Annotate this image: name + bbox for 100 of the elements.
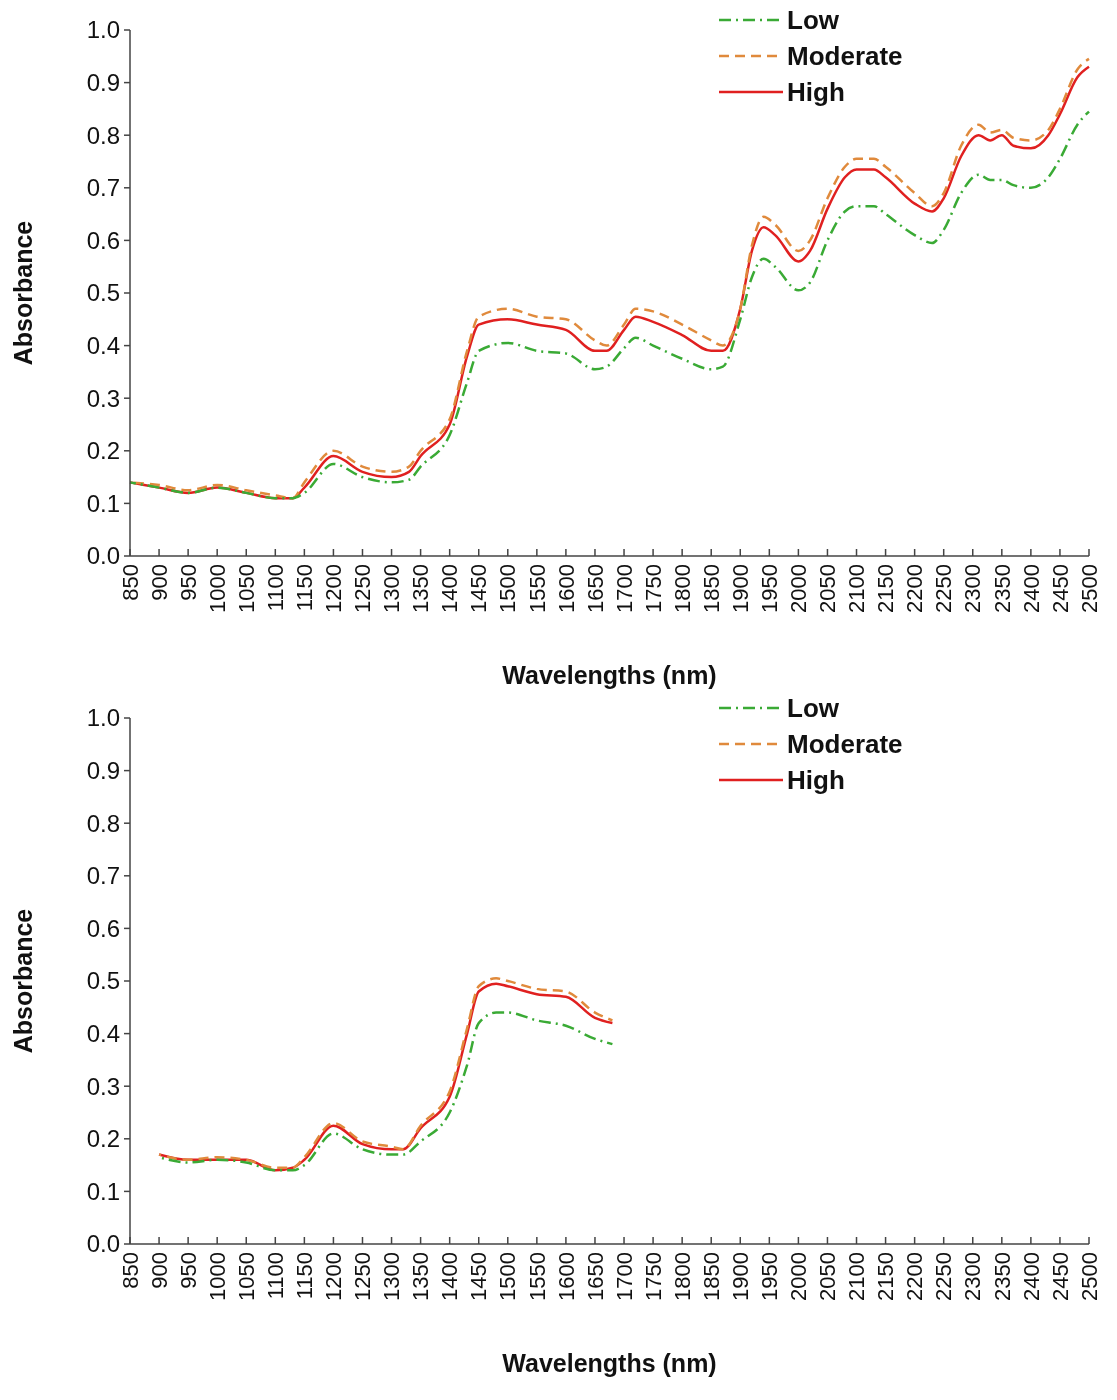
x-tick-label: 2500 [1076,564,1102,613]
x-axis-title: Wavelengths (nm) [502,1349,717,1377]
x-tick-label: 2100 [844,564,870,613]
x-tick-label: 1450 [466,1252,492,1301]
x-tick-label: 2100 [844,1252,870,1301]
x-tick-label: 1200 [321,1252,347,1301]
y-tick-label: 0.2 [86,1125,120,1153]
x-tick-label: 1950 [757,1252,783,1301]
x-tick-label: 900 [146,564,172,601]
x-tick-label: 850 [117,1252,143,1289]
y-axis-title: Absorbance [9,220,37,366]
y-tick-label: 0.4 [86,1020,120,1047]
x-tick-label: 1650 [582,1252,608,1301]
x-tick-label: 1150 [292,564,318,612]
y-tick-label: 0.3 [86,1072,120,1100]
x-tick-label: 1100 [263,1252,288,1300]
x-tick-label: 2000 [786,564,812,613]
x-tick-label: 1000 [204,564,230,613]
x-tick-label: 1500 [495,1252,521,1301]
x-tick-label: 1750 [640,1252,666,1301]
y-tick-label: 0.8 [86,809,120,837]
x-tick-label: 2500 [1076,1252,1102,1301]
y-tick-label: 0.3 [86,384,120,412]
legend-label: Moderate [787,729,903,760]
x-tick-label: 1800 [669,1252,695,1301]
x-tick-label: 1750 [640,564,666,613]
x-tick-label: 1300 [379,1252,405,1301]
x-tick-label: 1500 [495,564,521,613]
x-tick-label: 1150 [292,1252,318,1300]
y-tick-label: 0.0 [86,1230,120,1258]
y-tick-label: 0.1 [86,1177,120,1205]
x-tick-label: 1850 [698,564,724,613]
x-tick-label: 1350 [408,564,434,613]
x-tick-label: 1000 [204,1252,230,1301]
x-tick-label: 900 [146,1252,172,1289]
x-tick-label: 1600 [553,1252,579,1301]
x-tick-label: 1250 [350,1252,376,1301]
x-tick-label: 2050 [815,1252,841,1301]
x-tick-label: 2350 [989,564,1015,613]
x-tick-label: 2200 [902,1252,928,1301]
x-tick-label: 950 [175,1252,201,1289]
x-tick-label: 1550 [524,1252,550,1301]
x-axis-title: Wavelengths (nm) [502,661,717,689]
x-tick-label: 2150 [873,564,899,613]
x-tick-label: 1200 [321,564,347,613]
y-tick-label: 0.7 [86,174,120,202]
y-tick-label: 0.7 [86,862,120,890]
x-tick-label: 1250 [350,564,376,613]
legend-label: Low [787,693,840,724]
y-tick-label: 0.6 [86,914,120,942]
x-tick-label: 2200 [902,564,928,613]
legend-label: High [787,77,845,108]
x-tick-label: 1300 [379,564,405,613]
x-tick-label: 2450 [1047,564,1073,613]
x-tick-label: 1050 [233,1252,259,1301]
x-tick-label: 2000 [786,1252,812,1301]
y-axis-title: Absorbance [9,908,37,1054]
y-tick-label: 1.0 [86,16,120,44]
x-tick-label: 1550 [524,564,550,613]
x-tick-label: 950 [175,564,201,601]
x-tick-label: 2300 [960,564,986,613]
x-tick-label: 1650 [582,564,608,613]
x-tick-label: 1850 [698,1252,724,1301]
y-tick-label: 0.9 [86,757,120,784]
x-tick-label: 1600 [553,564,579,613]
x-tick-label: 2300 [960,1252,986,1301]
x-tick-label: 1700 [611,564,637,613]
x-tick-label: 2400 [1018,1252,1044,1301]
x-tick-label: 1900 [727,1252,753,1301]
y-tick-label: 0.0 [86,542,120,570]
x-tick-label: 1800 [669,564,695,613]
legend-label: Moderate [787,41,903,72]
x-tick-label: 2050 [815,564,841,613]
y-tick-label: 0.2 [86,437,120,465]
x-tick-label: 850 [117,564,143,601]
x-tick-label: 1950 [757,564,783,613]
y-tick-label: 0.8 [86,121,120,149]
x-tick-label: 1350 [408,1252,434,1301]
y-tick-label: 1.0 [86,704,120,732]
x-tick-label: 1900 [727,564,753,613]
x-tick-label: 1450 [466,564,492,613]
y-tick-label: 0.1 [86,489,120,517]
x-tick-label: 1400 [437,564,463,613]
x-tick-label: 1100 [263,564,288,612]
y-tick-label: 0.5 [86,967,120,995]
x-tick-label: 1400 [437,1252,463,1301]
legend-label: High [787,765,845,796]
x-tick-label: 2400 [1018,564,1044,613]
x-tick-label: 2250 [931,564,957,613]
y-tick-label: 0.9 [86,69,120,96]
legend-label: Low [787,5,840,36]
x-tick-label: 2350 [989,1252,1015,1301]
x-tick-label: 2450 [1047,1252,1073,1301]
y-tick-label: 0.4 [86,332,120,359]
y-tick-label: 0.5 [86,279,120,307]
x-tick-label: 1700 [611,1252,637,1301]
y-tick-label: 0.6 [86,226,120,254]
x-tick-label: 1050 [233,564,259,613]
x-tick-label: 2250 [931,1252,957,1301]
x-tick-label: 2150 [873,1252,899,1301]
